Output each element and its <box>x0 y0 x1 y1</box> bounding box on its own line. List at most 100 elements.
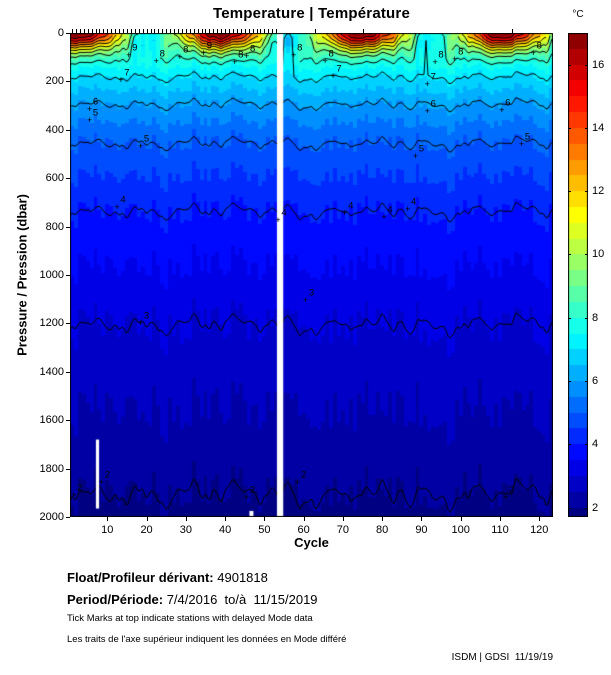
contour-label: 4 <box>281 207 287 219</box>
delayed-mode-tick <box>115 29 117 33</box>
contour-label: 4 <box>348 200 354 212</box>
colorbar-tick <box>568 380 571 382</box>
delayed-mode-tick <box>119 29 121 33</box>
x-tick-label: 20 <box>140 524 153 536</box>
delayed-mode-tick <box>150 29 152 33</box>
delayed-mode-tick <box>201 29 203 33</box>
contour-label: 8 <box>458 46 464 58</box>
contour-label: 8 <box>297 42 303 54</box>
x-tick-label: 60 <box>297 524 310 536</box>
colorbar-tick <box>568 191 571 193</box>
y-tick-label: 1000 <box>39 269 64 281</box>
contour-label: 8 <box>238 49 244 61</box>
delayed-mode-tick <box>205 29 207 33</box>
colorbar-tick-label: 6 <box>592 374 599 387</box>
y-tick <box>66 468 70 470</box>
contour-label-marker: + <box>177 51 183 62</box>
colorbar <box>568 33 588 517</box>
x-tick <box>460 517 462 521</box>
contour-label-marker: + <box>137 141 144 152</box>
colorbar-tick <box>568 64 571 66</box>
contour-label: 7 <box>336 63 342 75</box>
contour-label-marker: + <box>503 492 509 503</box>
x-tick <box>342 517 344 521</box>
delayed-mode-tick <box>272 29 274 33</box>
contour-label-marker: + <box>86 103 93 114</box>
delayed-mode-tick <box>232 29 234 33</box>
contour-label-marker: + <box>126 49 132 60</box>
colorbar-tick <box>585 127 588 129</box>
contour-label: 9 <box>206 40 213 52</box>
y-tick <box>66 371 70 373</box>
contour-label: 2 <box>249 484 256 496</box>
note-french: Les traits de l'axe supérieur indiquent … <box>67 634 347 645</box>
delayed-mode-tick <box>240 29 242 33</box>
contour-label-marker: + <box>412 151 419 162</box>
delayed-mode-tick <box>162 29 164 33</box>
contour-label: 8 <box>536 40 542 52</box>
delayed-mode-tick <box>95 29 97 33</box>
delayed-mode-tick <box>75 29 77 33</box>
delayed-mode-tick <box>142 29 144 33</box>
x-tick-label: 100 <box>451 524 470 536</box>
colorbar-tick-label: 2 <box>592 501 599 514</box>
x-axis-label: Cycle <box>294 535 329 550</box>
float-id-label: Float/Profileur dérivant: <box>67 570 214 585</box>
contour-label: 6 <box>505 97 511 109</box>
delayed-mode-tick <box>154 29 156 33</box>
y-tick-label: 2000 <box>39 511 64 523</box>
y-tick <box>66 226 70 228</box>
contour-label-marker: + <box>404 204 411 215</box>
colorbar-tick-label: 4 <box>592 438 599 451</box>
x-tick <box>107 517 109 521</box>
colorbar-tick-label: 10 <box>592 248 605 261</box>
y-tick-label: 1600 <box>39 414 64 427</box>
delayed-mode-tick <box>83 29 85 33</box>
delayed-mode-tick <box>236 29 238 33</box>
colorbar-tick-label: 16 <box>592 58 605 71</box>
delayed-mode-tick <box>209 29 211 33</box>
y-tick-label: 1800 <box>39 462 64 475</box>
y-tick-label: 600 <box>45 172 64 185</box>
contour-label: 2 <box>77 482 83 494</box>
y-tick-label: 1200 <box>39 317 64 330</box>
contour-label-marker: + <box>499 105 505 116</box>
y-tick-label: 1400 <box>39 365 64 378</box>
credit-stamp: ISDM | GDSI 11/19/19 <box>451 652 553 663</box>
colorbar-tick <box>568 444 571 446</box>
x-tick <box>225 517 227 521</box>
contour-label-marker: + <box>424 106 430 117</box>
y-tick-label: 400 <box>45 123 64 136</box>
delayed-mode-tick <box>221 29 223 33</box>
contour-label: 5 <box>418 143 425 155</box>
contour-label-marker: + <box>114 201 120 212</box>
colorbar-tick <box>585 254 588 256</box>
colorbar-tick <box>585 444 588 446</box>
delayed-mode-tick <box>260 29 262 33</box>
delayed-mode-tick <box>248 29 250 33</box>
colorbar-tick-label: 14 <box>592 121 605 134</box>
delayed-mode-tick <box>91 29 93 33</box>
delayed-mode-tick <box>107 29 109 33</box>
contour-label-marker: + <box>432 56 438 67</box>
colorbar-tick <box>585 317 588 319</box>
delayed-mode-tick <box>174 29 176 33</box>
contour-label: 2 <box>104 469 110 481</box>
delayed-mode-tick <box>138 29 140 33</box>
x-tick <box>499 517 501 521</box>
delayed-mode-tick <box>87 29 89 33</box>
period-line: Period/Période: 7/4/2016 to/à 11/15/2019 <box>67 592 318 607</box>
contour-label-marker: + <box>243 492 250 503</box>
delayed-mode-tick <box>217 29 219 33</box>
contour-label: 2 <box>300 469 307 481</box>
contour-label: 3 <box>308 287 315 299</box>
delayed-mode-tick <box>71 29 73 33</box>
contour-label: 5 <box>92 107 99 119</box>
x-tick-label: 90 <box>415 524 428 536</box>
x-tick <box>539 517 541 521</box>
delayed-mode-tick <box>189 29 191 33</box>
delayed-mode-tick <box>123 29 124 33</box>
x-tick-label: 40 <box>218 524 232 536</box>
contour-label-marker: + <box>137 318 144 329</box>
delayed-mode-tick <box>511 29 513 33</box>
